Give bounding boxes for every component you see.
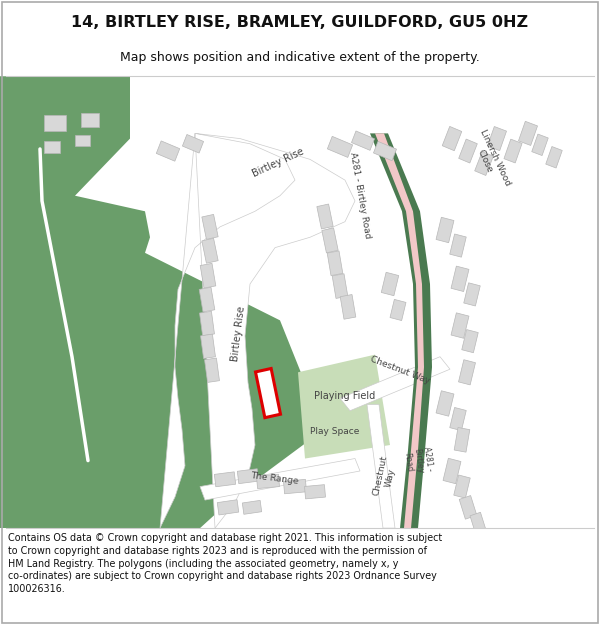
Text: A281 -
Birtley
Road: A281 - Birtley Road <box>401 446 434 475</box>
Polygon shape <box>200 263 216 288</box>
Polygon shape <box>454 475 470 498</box>
Polygon shape <box>518 121 538 146</box>
Polygon shape <box>370 133 432 528</box>
Text: 14, BIRTLEY RISE, BRAMLEY, GUILDFORD, GU5 0HZ: 14, BIRTLEY RISE, BRAMLEY, GUILDFORD, GU… <box>71 16 529 31</box>
Polygon shape <box>257 474 280 489</box>
Polygon shape <box>443 458 461 484</box>
Polygon shape <box>464 282 480 306</box>
Text: Playing Field: Playing Field <box>314 391 376 401</box>
Polygon shape <box>381 272 399 296</box>
Polygon shape <box>327 251 343 276</box>
Polygon shape <box>458 139 478 163</box>
Polygon shape <box>487 126 506 151</box>
Polygon shape <box>200 334 215 359</box>
Polygon shape <box>44 141 60 153</box>
Polygon shape <box>475 151 493 176</box>
Polygon shape <box>214 472 236 487</box>
Polygon shape <box>202 214 218 239</box>
Polygon shape <box>532 134 548 156</box>
Text: Birtley Rise: Birtley Rise <box>230 306 247 362</box>
Polygon shape <box>458 360 475 385</box>
Polygon shape <box>298 354 390 459</box>
Polygon shape <box>340 294 356 319</box>
Polygon shape <box>160 133 355 528</box>
Polygon shape <box>470 512 486 534</box>
Polygon shape <box>200 311 214 336</box>
Polygon shape <box>182 134 203 153</box>
Polygon shape <box>238 469 259 484</box>
Polygon shape <box>462 329 478 352</box>
Polygon shape <box>367 404 395 528</box>
Polygon shape <box>199 288 215 312</box>
Polygon shape <box>81 112 99 127</box>
Text: A281 - Birtley Road: A281 - Birtley Road <box>348 152 372 239</box>
Text: The Range: The Range <box>251 471 299 486</box>
Polygon shape <box>217 500 239 515</box>
Polygon shape <box>44 114 66 131</box>
Polygon shape <box>450 234 466 257</box>
Polygon shape <box>0 76 310 528</box>
Polygon shape <box>284 479 307 494</box>
Polygon shape <box>352 131 374 151</box>
Polygon shape <box>322 228 338 253</box>
Text: Birtley Rise: Birtley Rise <box>251 146 305 179</box>
Polygon shape <box>504 139 522 163</box>
Text: Chestnut
Way: Chestnut Way <box>371 454 399 498</box>
Text: Contains OS data © Crown copyright and database right 2021. This information is : Contains OS data © Crown copyright and d… <box>8 533 442 594</box>
Polygon shape <box>454 428 470 452</box>
Polygon shape <box>256 369 281 418</box>
Text: Play Space: Play Space <box>310 427 359 436</box>
Polygon shape <box>305 484 325 499</box>
Polygon shape <box>450 408 466 431</box>
Polygon shape <box>390 299 406 321</box>
Polygon shape <box>451 266 469 291</box>
Polygon shape <box>74 135 89 146</box>
Polygon shape <box>202 238 218 263</box>
Polygon shape <box>200 459 360 500</box>
Text: Linersh Wood
Close: Linersh Wood Close <box>468 127 512 191</box>
Polygon shape <box>156 141 180 161</box>
Polygon shape <box>205 358 220 382</box>
Polygon shape <box>375 133 424 528</box>
Polygon shape <box>436 217 454 242</box>
Polygon shape <box>317 204 333 229</box>
Text: Map shows position and indicative extent of the property.: Map shows position and indicative extent… <box>120 51 480 64</box>
Polygon shape <box>459 496 477 519</box>
Polygon shape <box>442 126 462 151</box>
Text: Chestnut Way: Chestnut Way <box>369 355 431 386</box>
Polygon shape <box>340 357 450 411</box>
Polygon shape <box>546 146 562 168</box>
Polygon shape <box>373 141 397 161</box>
Polygon shape <box>242 501 262 514</box>
Polygon shape <box>436 391 454 416</box>
Polygon shape <box>451 313 469 338</box>
Polygon shape <box>328 136 353 158</box>
Polygon shape <box>332 274 348 298</box>
